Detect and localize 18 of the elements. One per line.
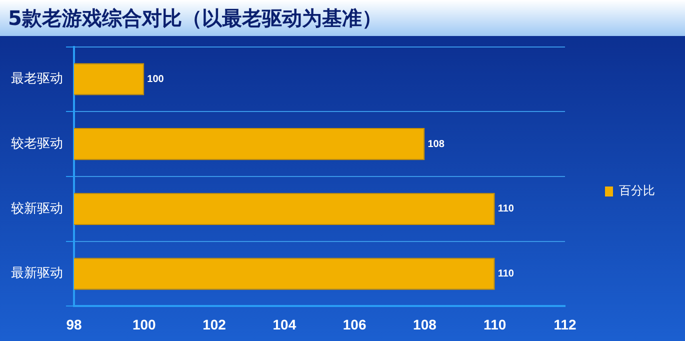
data-label: 108 <box>428 138 445 150</box>
x-tick-label: 112 <box>554 316 577 332</box>
data-label: 110 <box>498 268 514 280</box>
x-tick-label: 98 <box>66 316 82 332</box>
y-tick-label: 最新驱动 <box>11 266 63 282</box>
legend-label: 百分比 <box>619 184 655 198</box>
chart-title: 5款老游戏综合对比（以最老驱动为基准） <box>0 0 685 36</box>
y-tick-label: 较老驱动 <box>11 136 63 152</box>
x-tick-label: 102 <box>202 316 226 332</box>
x-tick-label: 110 <box>484 316 506 332</box>
data-label: 110 <box>498 204 514 215</box>
y-tick-label: 较新驱动 <box>11 201 63 216</box>
data-label: 100 <box>147 74 164 85</box>
x-tick-label: 104 <box>272 316 296 332</box>
x-tick-label: 100 <box>132 316 156 332</box>
x-tick-label: 106 <box>342 316 366 332</box>
y-tick-label: 最老驱动 <box>11 72 63 87</box>
x-tick-label: 108 <box>413 316 437 332</box>
